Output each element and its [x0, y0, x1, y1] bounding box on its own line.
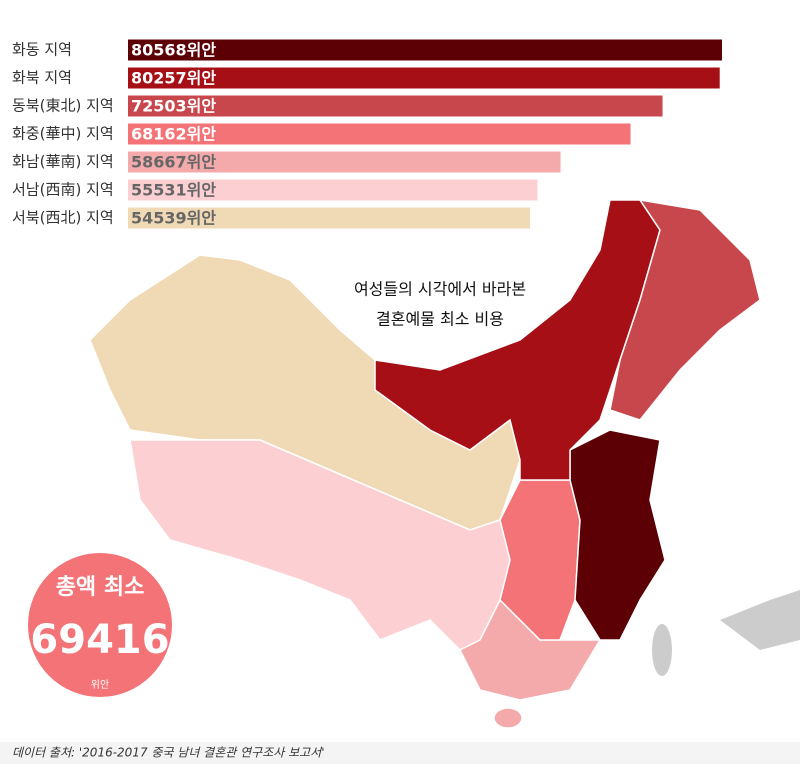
value-label: 80568위안 — [131, 41, 216, 60]
region-north — [374, 199, 661, 481]
bar — [128, 67, 720, 89]
value-label: 58667위안 — [131, 153, 216, 172]
category-label: 동북(東北) 지역 — [12, 97, 114, 115]
category-label: 서남(西南) 지역 — [12, 181, 114, 199]
map-title: 결혼예물 최소 비용 — [376, 310, 504, 329]
value-label: 80257위안 — [131, 69, 216, 88]
total-value: 69416 — [30, 617, 169, 663]
taiwan — [652, 624, 672, 676]
total-circle — [28, 553, 172, 697]
total-label: 총액 최소 — [56, 575, 145, 600]
value-label: 54539위안 — [131, 209, 216, 228]
region-northeast — [609, 198, 761, 421]
total-unit: 위안 — [91, 678, 109, 691]
bar — [128, 207, 531, 229]
category-label: 화북 지역 — [12, 69, 72, 87]
source: 데이터 출처: '2016-2017 중국 남녀 결혼관 연구조사 보고서' — [12, 746, 325, 760]
source-bar — [0, 742, 800, 764]
category-label: 서북(西北) 지역 — [12, 209, 114, 227]
bar — [128, 179, 538, 201]
value-label: 68162위안 — [131, 125, 216, 144]
region-hainan — [493, 707, 523, 729]
region-east — [569, 429, 666, 641]
neighbor — [720, 590, 800, 650]
map-title: 여성들의 시각에서 바라본 — [354, 280, 526, 299]
china-map — [89, 198, 800, 729]
bar — [128, 39, 722, 61]
bar — [128, 95, 663, 117]
value-label: 72503위안 — [131, 97, 216, 116]
value-label: 55531위안 — [131, 181, 216, 200]
bar — [128, 123, 631, 145]
category-label: 화중(華中) 지역 — [12, 125, 114, 143]
category-label: 화동 지역 — [12, 41, 72, 59]
category-label: 화남(華南) 지역 — [12, 153, 114, 171]
bar — [128, 151, 561, 173]
